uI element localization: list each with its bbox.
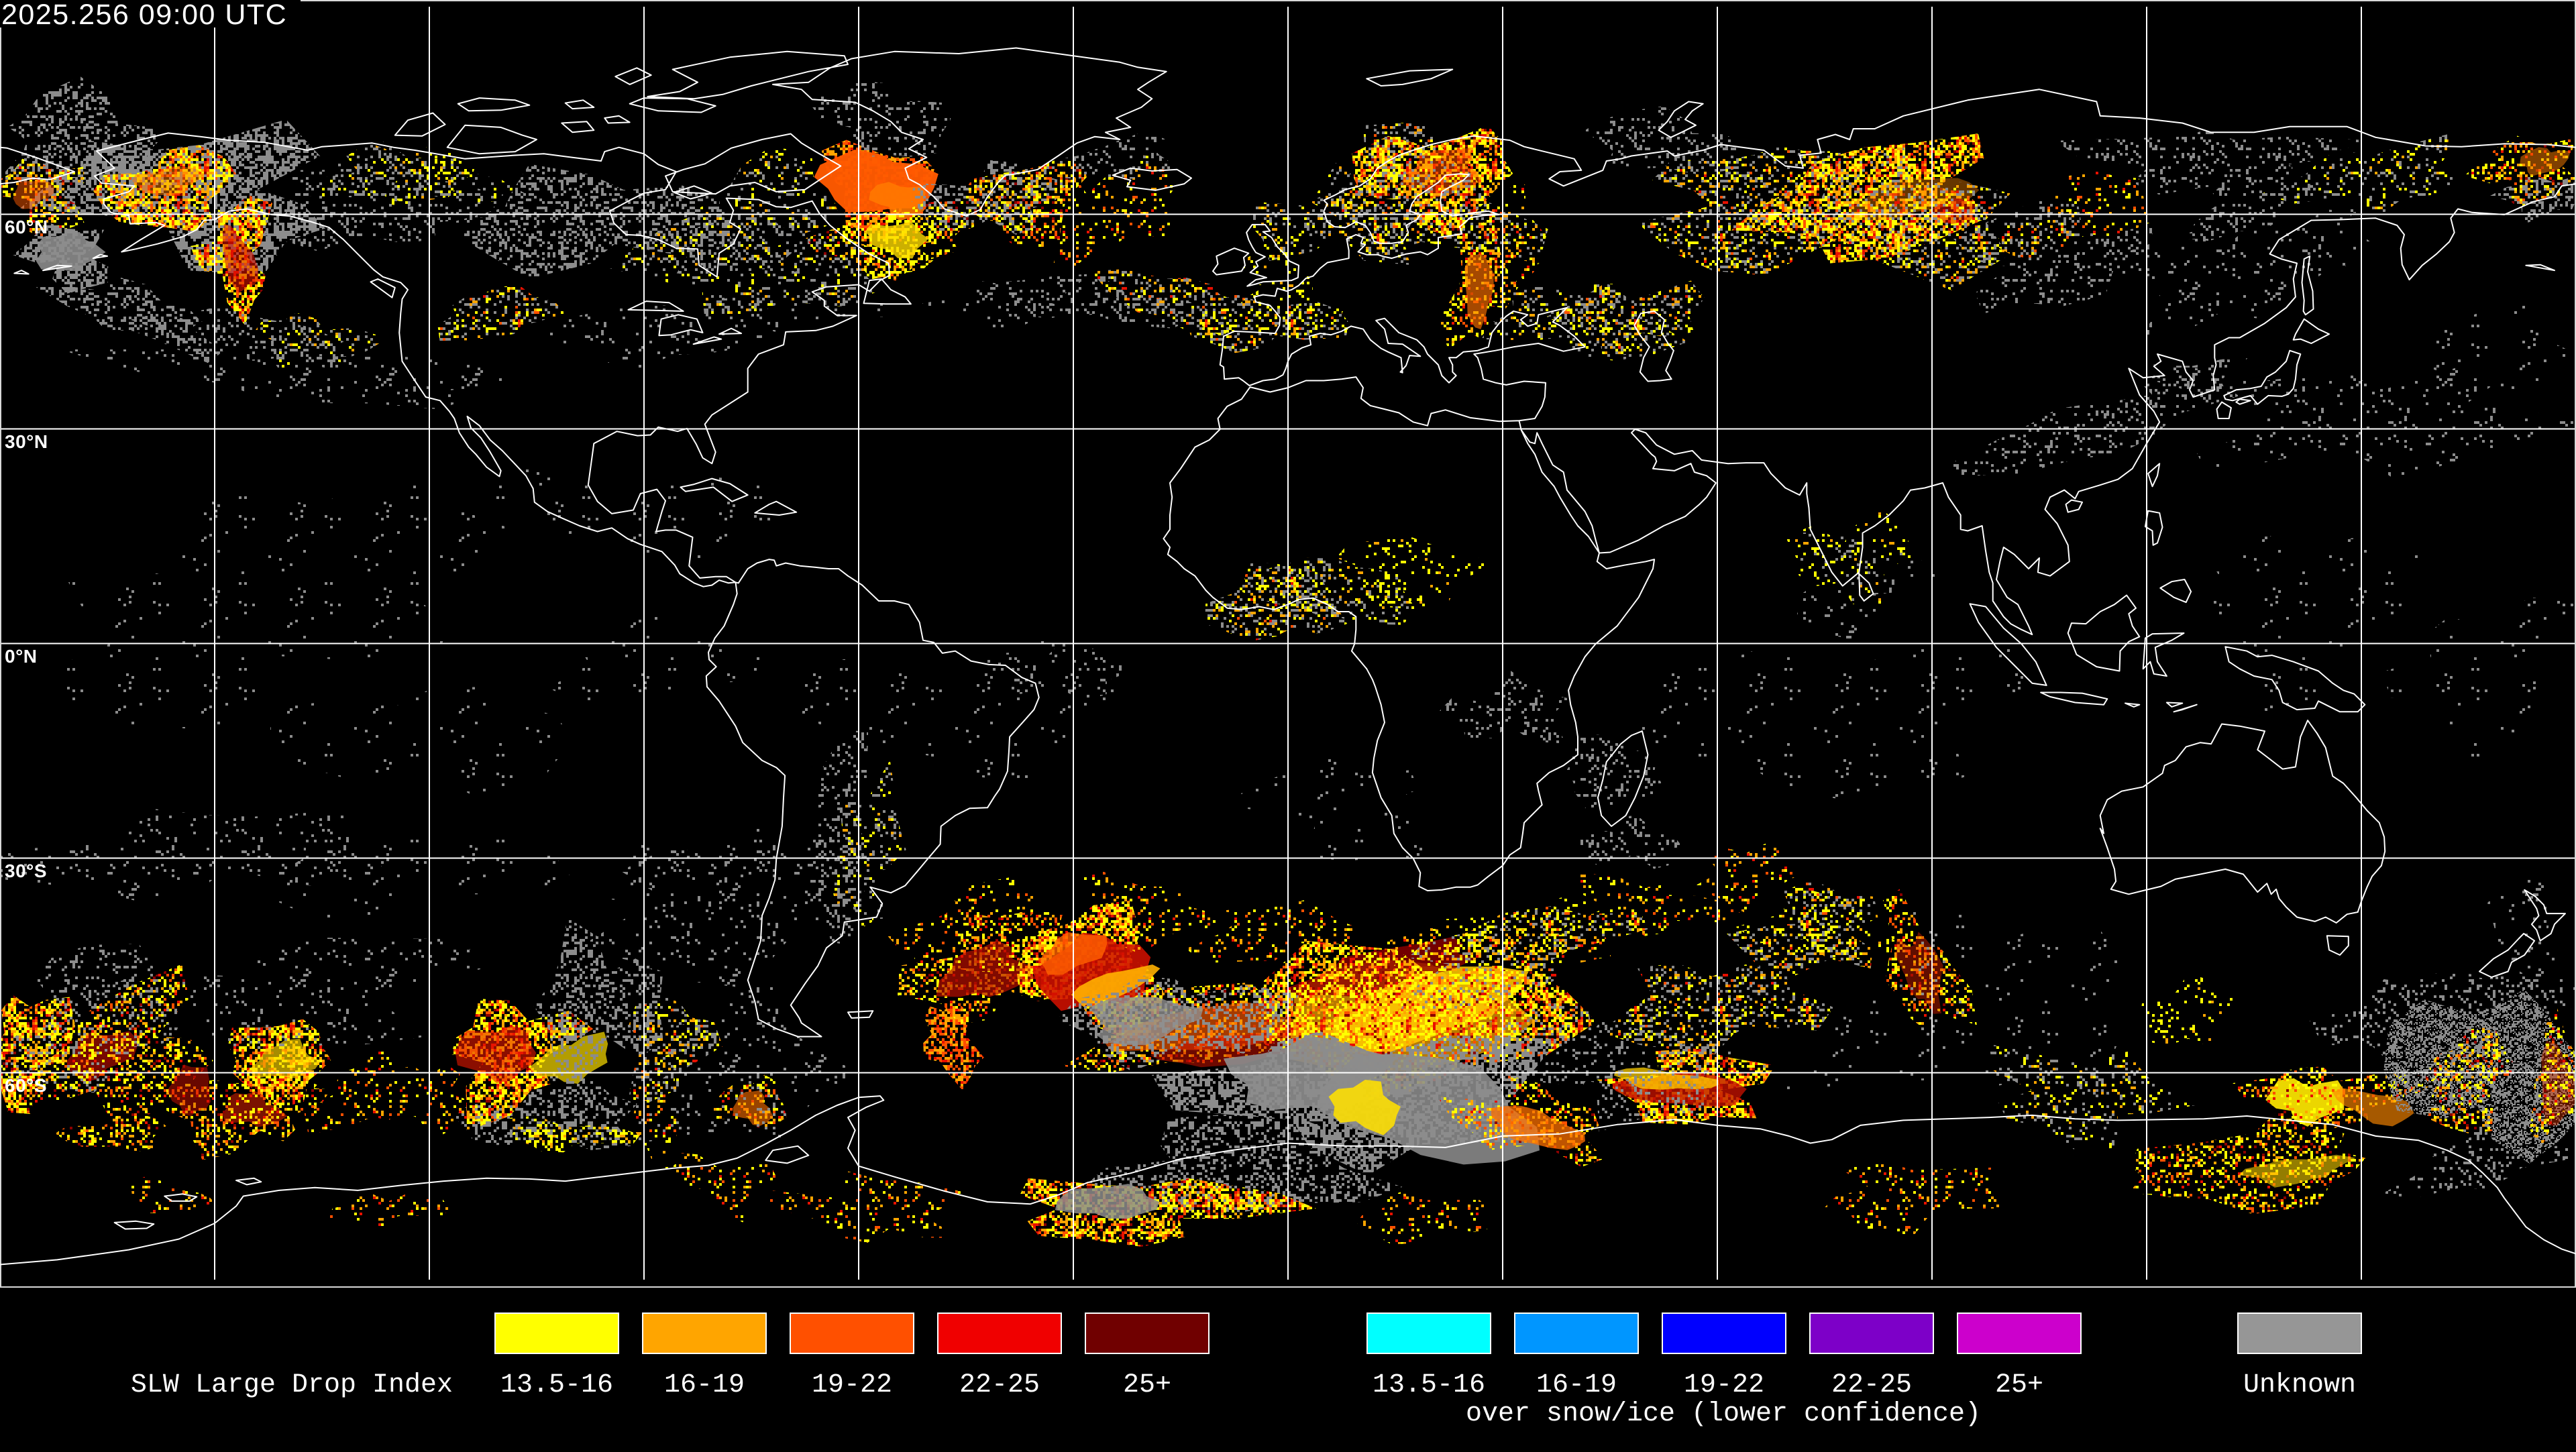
svg-text:25+: 25+ bbox=[1123, 1370, 1171, 1400]
svg-text:16-19: 16-19 bbox=[1536, 1370, 1617, 1400]
svg-text:16-19: 16-19 bbox=[664, 1370, 745, 1400]
svg-text:60°N: 60°N bbox=[5, 217, 48, 237]
svg-text:22-25: 22-25 bbox=[959, 1370, 1040, 1400]
svg-text:60°S: 60°S bbox=[5, 1075, 47, 1096]
svg-text:SLW Large Drop Index: SLW Large Drop Index bbox=[131, 1370, 453, 1400]
svg-text:Unknown: Unknown bbox=[2243, 1370, 2356, 1400]
svg-text:0°N: 0°N bbox=[5, 646, 38, 667]
svg-text:19-22: 19-22 bbox=[1684, 1370, 1764, 1400]
svg-text:30°N: 30°N bbox=[5, 431, 48, 452]
svg-text:2025.256 09:00 UTC: 2025.256 09:00 UTC bbox=[1, 0, 287, 31]
svg-text:22-25: 22-25 bbox=[1831, 1370, 1912, 1400]
svg-text:13.5-16: 13.5-16 bbox=[500, 1370, 613, 1400]
svg-text:30°S: 30°S bbox=[5, 860, 47, 881]
svg-text:over snow/ice (lower confidenc: over snow/ice (lower confidence) bbox=[1466, 1399, 1981, 1429]
svg-text:13.5-16: 13.5-16 bbox=[1373, 1370, 1485, 1400]
svg-text:19-22: 19-22 bbox=[812, 1370, 892, 1400]
svg-text:25+: 25+ bbox=[1995, 1370, 2043, 1400]
